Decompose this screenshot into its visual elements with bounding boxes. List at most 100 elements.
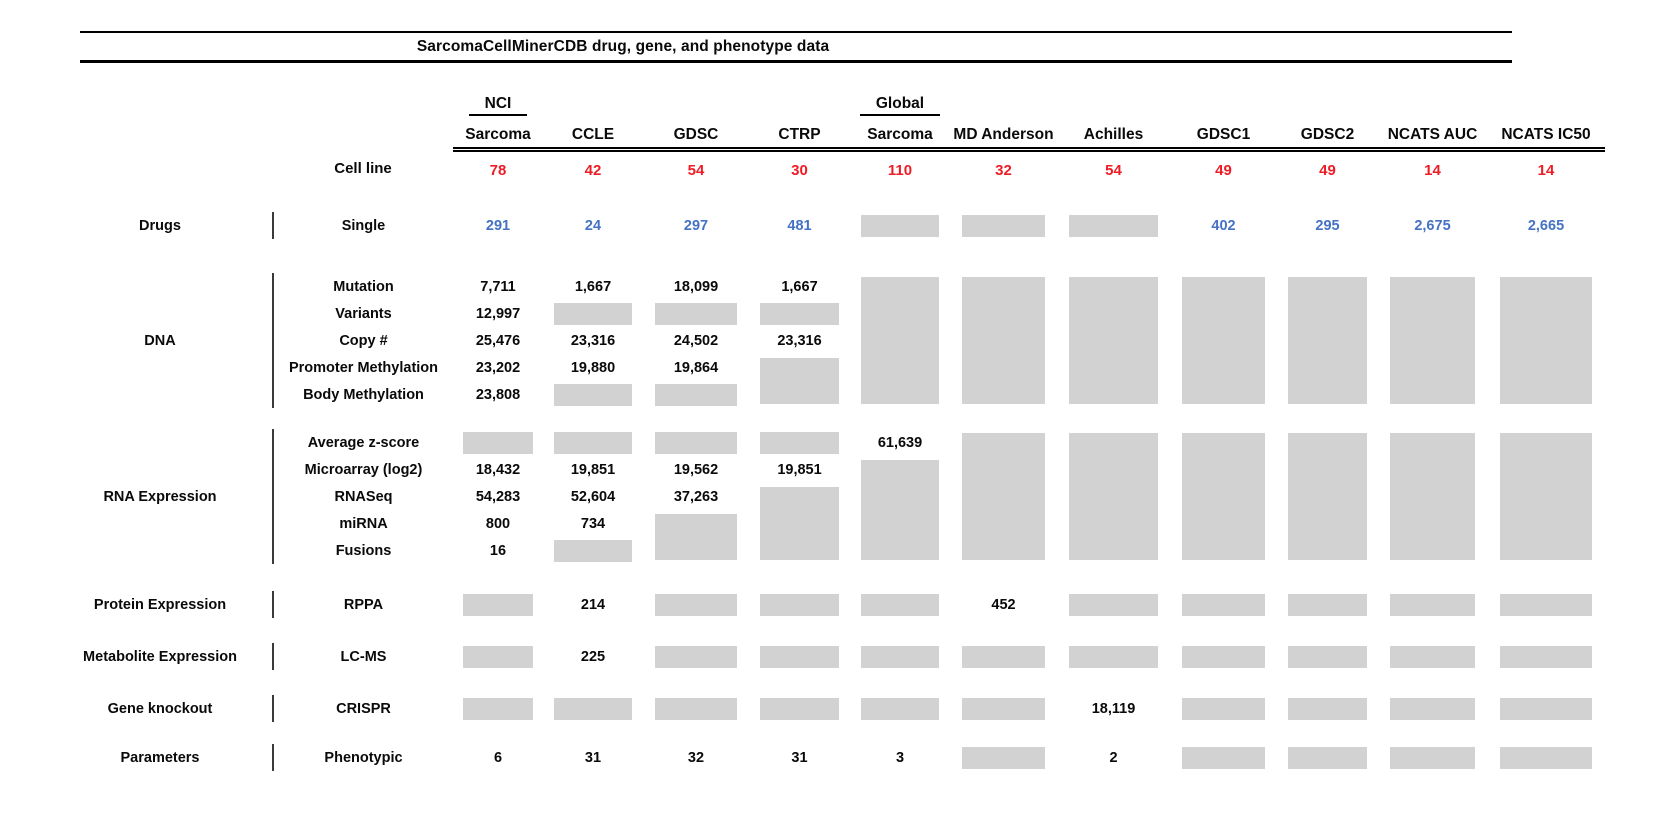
data-cell: [850, 456, 950, 564]
no-data-box: [1181, 593, 1266, 616]
cell-line-label: Cell line: [334, 160, 392, 178]
no-data-box: [1181, 746, 1266, 769]
data-cell: [950, 429, 1057, 564]
data-cell: [1057, 643, 1170, 670]
data-cell: [543, 381, 643, 408]
col-over-label: NCI: [468, 95, 528, 116]
no-data-box: [961, 277, 1046, 404]
data-value: 2,675: [1414, 217, 1451, 234]
data-value: 225: [580, 648, 606, 665]
data-cell: [1378, 744, 1487, 771]
no-data-box: [760, 645, 839, 668]
data-cell: [453, 643, 543, 670]
data-value: 23,316: [570, 332, 616, 349]
data-cell: [453, 695, 543, 722]
no-data-box: [1389, 593, 1475, 616]
no-data-box: [462, 593, 534, 616]
data-value: 297: [683, 217, 709, 234]
col-header-achilles: Achilles: [1057, 118, 1170, 152]
data-cell: [749, 643, 850, 670]
data-cell: [1487, 429, 1605, 564]
data-value: 54,283: [475, 488, 521, 505]
data-cell: [850, 212, 950, 239]
no-data-box: [760, 697, 839, 720]
no-data-box: [1499, 433, 1593, 560]
no-data-box: [1389, 746, 1475, 769]
cell-line-count: 14: [1537, 161, 1555, 179]
data-cell: [950, 643, 1057, 670]
no-data-box: [462, 645, 534, 668]
col-over-cell-sarcoma: Global: [850, 86, 950, 118]
data-cell: [1378, 429, 1487, 564]
no-data-box: [1069, 433, 1158, 560]
col-header-gdsc: GDSC: [643, 118, 749, 152]
row-label: Copy #: [272, 327, 453, 354]
data-value: 734: [580, 515, 606, 532]
cell-line-count: 78: [489, 161, 507, 179]
section-category-label: Metabolite Expression: [83, 648, 237, 665]
col-header-ctrp: CTRP: [749, 118, 850, 152]
data-cell: [749, 695, 850, 722]
data-value: 291: [485, 217, 511, 234]
data-value: 32: [687, 749, 705, 766]
data-cell: [1170, 643, 1277, 670]
cell-line-count: 32: [995, 161, 1012, 179]
data-cell: [643, 510, 749, 564]
data-cell: [950, 695, 1057, 722]
no-data-box: [1288, 593, 1367, 616]
col-over-cell-ncats-auc: [1378, 86, 1487, 118]
data-cell: [543, 300, 643, 327]
no-data-box: [861, 645, 939, 668]
data-cell: [749, 483, 850, 564]
col-over-cell-sarcoma: NCI: [453, 86, 543, 118]
no-data-box: [1069, 593, 1158, 616]
no-data-box: [554, 539, 632, 562]
data-cell: [1487, 643, 1605, 670]
data-cell: [1170, 429, 1277, 564]
header-spacer-cell: [273, 86, 453, 118]
col-over-cell-ccle: [543, 86, 643, 118]
section-drugs: Drugs Single 291 24 297 481 402 295 2,675 2,665: [48, 188, 1605, 239]
data-cell: [1277, 429, 1378, 564]
data-value: 23,316: [777, 332, 822, 349]
data-value: 31: [584, 749, 602, 766]
data-value: 18,119: [1091, 700, 1136, 717]
col-header-ccle: CCLE: [543, 118, 643, 152]
no-data-box: [654, 431, 738, 454]
data-cell: [643, 381, 749, 408]
section-spacer: [48, 564, 1605, 591]
no-data-box: [1288, 746, 1367, 769]
no-data-box: [861, 593, 939, 616]
col-header-ncats-ic50: NCATS IC50: [1487, 118, 1605, 152]
section-rna-expression: RNA Expression Average z-score 61,639 Micro…: [48, 408, 1605, 564]
section-protein-expression: Protein Expression RPPA 214 452: [48, 564, 1605, 618]
data-cell: [1378, 643, 1487, 670]
data-cell: [950, 273, 1057, 408]
data-value: 12,997: [475, 305, 521, 322]
section-spacer: [48, 618, 1605, 643]
row-label: CRISPR: [272, 695, 453, 722]
row-label: RPPA: [272, 591, 453, 618]
data-cell: [1487, 273, 1605, 408]
data-value: 7,711: [480, 278, 516, 295]
cell-line-count: 49: [1319, 161, 1336, 179]
data-cell: [643, 300, 749, 327]
data-cell: [1487, 591, 1605, 618]
row-label: Mutation: [272, 273, 453, 300]
no-data-box: [554, 383, 632, 406]
header-spacer-cell: [48, 118, 273, 150]
no-data-box: [554, 302, 632, 325]
col-header-sarcoma: Sarcoma: [453, 118, 543, 152]
data-value: 19,864: [673, 359, 719, 376]
cell-line-count: 14: [1424, 161, 1441, 179]
data-value: 214: [580, 596, 606, 613]
section-parameters: Parameters Phenotypic 6 31 32 31 3 2: [48, 722, 1605, 771]
data-cell: [749, 354, 850, 408]
data-cell: [749, 300, 850, 327]
data-cell: [1378, 695, 1487, 722]
header-spacer-cell: [48, 150, 273, 189]
data-value: 18,099: [673, 278, 719, 295]
no-data-box: [1181, 697, 1266, 720]
no-data-box: [760, 302, 839, 325]
cell-line-count: 30: [791, 161, 808, 179]
